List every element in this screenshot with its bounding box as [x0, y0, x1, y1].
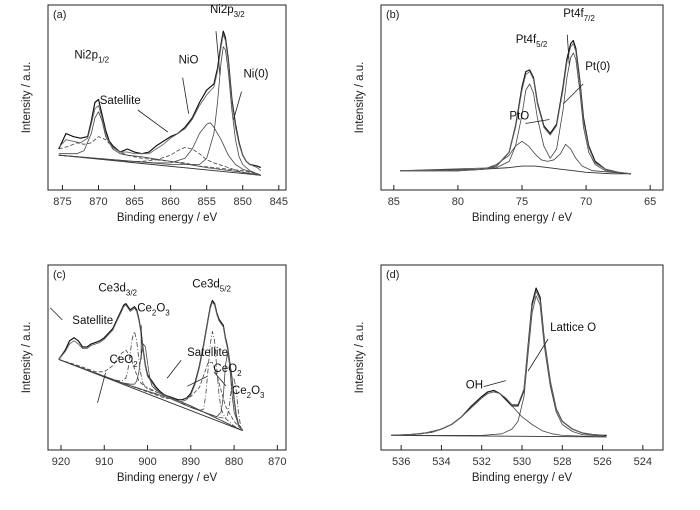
peak-annotation: Ni2p3/2 — [210, 4, 245, 19]
x-tick-label: 880 — [225, 456, 243, 468]
series-envelope — [58, 301, 244, 432]
x-tick-label: 870 — [268, 456, 286, 468]
series-fit-PtO — [400, 140, 632, 175]
x-tick-label: 534 — [432, 456, 450, 468]
chart-panel-2: 85 80 75 70 65 Binding energy / eV Intensity /… — [354, 4, 664, 224]
y-axis-label: Intensity / a.u. — [21, 62, 33, 134]
x-tick-label: 890 — [182, 456, 200, 468]
peak-annotation: Ni(0) — [244, 69, 269, 81]
peak-annotation: Ni2p1/2 — [74, 50, 109, 65]
series-fit-Lattice O — [391, 295, 607, 438]
x-tick-label: 536 — [392, 456, 410, 468]
annotation-leader — [182, 77, 190, 114]
y-axis-label: Intensity / a.u. — [354, 322, 366, 394]
annotation-leader — [215, 31, 221, 76]
plot-frame — [380, 4, 664, 191]
plot-frame — [380, 264, 664, 451]
peak-annotation: Pt4f5/2 — [516, 34, 548, 49]
x-tick-label: 65 — [644, 196, 656, 208]
annotation-leader — [525, 119, 550, 124]
x-tick-label: 845 — [270, 196, 288, 208]
chart-panel-4: 536 534 532 530 528 526 524 Binding energy / eV… — [354, 264, 664, 484]
x-tick-label: 865 — [125, 196, 143, 208]
peak-annotation: Satellite — [187, 347, 228, 359]
peak-annotation: CeO2 — [213, 363, 242, 378]
x-axis-label: Binding energy / eV — [472, 472, 573, 484]
annotation-leader — [527, 338, 549, 372]
series-fit-Ni2p1/2-satellite — [58, 136, 261, 176]
panel-label: (c) — [53, 269, 66, 281]
annotation-leader — [137, 109, 168, 133]
x-tick-label: 530 — [513, 456, 531, 468]
panel-label: (d) — [386, 269, 399, 281]
x-tick-label: 900 — [138, 456, 156, 468]
x-tick-label: 910 — [95, 456, 113, 468]
x-axis-label: Binding energy / eV — [117, 472, 218, 484]
annotation-leader — [97, 372, 106, 404]
annotation-leader — [566, 34, 570, 65]
series-fit-NiO — [58, 122, 261, 176]
x-tick-label: 70 — [580, 196, 592, 208]
peak-annotation: Pt4f7/2 — [563, 8, 595, 23]
annotation-leader — [187, 375, 208, 387]
annotation-leader — [213, 371, 227, 387]
panel-label: (b) — [386, 9, 399, 21]
x-tick-label: 526 — [593, 456, 611, 468]
x-tick-label: 870 — [89, 196, 107, 208]
plot-frame — [47, 4, 287, 191]
peak-annotation: NiO — [179, 55, 199, 67]
x-axis-label: Binding energy / eV — [117, 212, 218, 224]
peak-annotation: Ce2O3 — [137, 302, 170, 317]
series-data — [391, 287, 607, 436]
series-fit-satellite-5/2 — [58, 359, 243, 431]
annotation-leader — [166, 359, 182, 379]
series-fit-Ce2O3-3/2 — [58, 331, 243, 432]
x-tick-label: 85 — [388, 196, 400, 208]
y-axis-label: Intensity / a.u. — [354, 62, 366, 134]
peak-annotation: Satellite — [100, 95, 141, 107]
x-tick-label: 528 — [553, 456, 571, 468]
panel-label: (a) — [53, 9, 66, 21]
x-tick-label: 875 — [53, 196, 71, 208]
x-tick-label: 524 — [634, 456, 652, 468]
peak-annotation: Pt(0) — [585, 61, 610, 73]
x-tick-label: 855 — [197, 196, 215, 208]
peak-annotation: CeO2 — [110, 354, 139, 369]
series-envelope — [400, 43, 632, 175]
peak-annotation: OH — [466, 380, 483, 392]
annotation-leader — [50, 307, 63, 321]
peak-annotation: PtO — [509, 111, 529, 123]
peak-annotation: Ce2O3 — [232, 385, 265, 400]
series-fit-satellite — [58, 146, 261, 176]
peak-annotation: Lattice O — [550, 322, 596, 334]
series-fit-Pt(0) — [400, 52, 632, 175]
x-tick-label: 80 — [452, 196, 464, 208]
x-tick-label: 75 — [516, 196, 528, 208]
peak-annotation: Ce3d3/2 — [98, 282, 137, 297]
peak-annotation: Satellite — [72, 315, 113, 327]
x-tick-label: 920 — [52, 456, 70, 468]
x-tick-label: 860 — [161, 196, 179, 208]
x-tick-label: 850 — [234, 196, 252, 208]
series-fit-Ni(0) — [58, 46, 261, 176]
series-fit-satellite-3/2 — [58, 349, 243, 432]
series-data — [58, 299, 244, 432]
chart-panel-1: 875 870 865 860 855 850 845 Binding energy / eV… — [21, 4, 288, 224]
annotation-leader — [483, 380, 506, 387]
x-axis-label: Binding energy / eV — [472, 212, 573, 224]
y-axis-label: Intensity / a.u. — [21, 322, 33, 394]
x-tick-label: 532 — [473, 456, 491, 468]
series-envelope — [391, 290, 607, 438]
annotation-leader — [562, 83, 584, 105]
plot-frame — [47, 264, 287, 451]
chart-panel-3: 920 910 900 890 880 870 Binding energy / eV Int… — [21, 264, 287, 484]
peak-annotation: Ce3d5/2 — [192, 278, 231, 293]
annotation-leader — [233, 91, 242, 120]
series-envelope — [58, 33, 262, 172]
